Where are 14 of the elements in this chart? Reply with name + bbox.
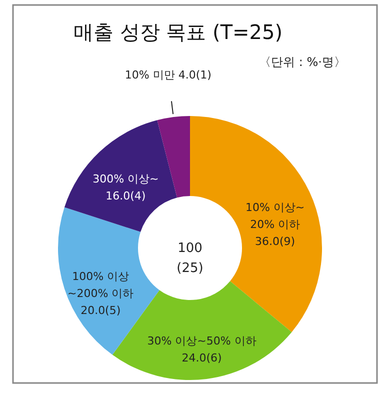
slice-label: 100% 이상 ~200% 이하 bbox=[68, 270, 134, 300]
data-label: 36.0(9) bbox=[255, 234, 296, 248]
data-label: 20.0(5) bbox=[80, 304, 121, 318]
donut-slice bbox=[157, 116, 190, 198]
data-label: 24.0(6) bbox=[182, 351, 222, 364]
data-label: 16.0(4) bbox=[106, 189, 146, 202]
slice-label: 10% 미만 4.0(1) bbox=[124, 68, 212, 82]
slice-label: 30% 이상~50% 이하 bbox=[147, 334, 256, 348]
donut-slice bbox=[64, 120, 178, 232]
text: 〈단위 : %·명〉 bbox=[259, 55, 346, 69]
text: 100 (25) bbox=[176, 241, 204, 276]
slice-label: 10% 이상~ 20% 이하 bbox=[245, 200, 305, 231]
chart-title: 매출 성장 목표 (T=25) bbox=[73, 20, 283, 44]
slice-label: 300% 이상~ bbox=[92, 172, 159, 186]
